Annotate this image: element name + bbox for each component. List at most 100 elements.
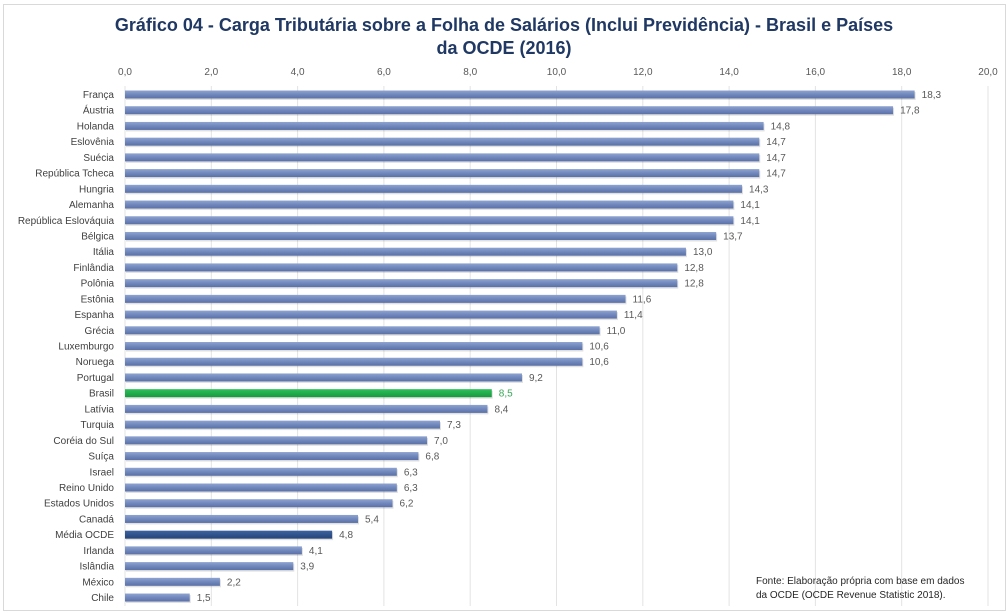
x-tick-label: 6,0 bbox=[377, 67, 391, 78]
category-label: República Tcheca bbox=[35, 169, 114, 180]
value-label: 14,1 bbox=[740, 216, 760, 227]
value-label: 4,1 bbox=[309, 546, 323, 557]
bar-média-ocde bbox=[125, 530, 333, 539]
x-tick-label: 16,0 bbox=[806, 67, 826, 78]
category-label: Eslovênia bbox=[71, 137, 115, 148]
value-label: 11,0 bbox=[607, 326, 626, 337]
value-label: 1,5 bbox=[197, 593, 211, 604]
value-label: 7,3 bbox=[447, 420, 461, 431]
category-label: Estados Unidos bbox=[44, 499, 114, 510]
category-label: Islândia bbox=[80, 562, 115, 573]
value-label: 11,6 bbox=[633, 294, 652, 305]
category-label: Espanha bbox=[75, 310, 115, 321]
bar-grécia bbox=[125, 326, 600, 335]
bar-eslovênia bbox=[125, 137, 760, 146]
value-label: 6,3 bbox=[404, 467, 418, 478]
x-axis-ticks: 0,0 2,0 4,0 6,0 8,0 10,0 12,0 14,0 16,0 18,0 20,0 bbox=[118, 67, 998, 78]
bar-latívia bbox=[125, 404, 488, 413]
value-label: 8,5 bbox=[499, 389, 513, 400]
value-label: 6,8 bbox=[425, 452, 439, 463]
category-label: Alemanha bbox=[69, 200, 114, 211]
value-label: 3,9 bbox=[300, 562, 314, 573]
bar-canadá bbox=[125, 514, 359, 523]
source-line1: Fonte: Elaboração própria com base em da… bbox=[756, 576, 965, 587]
x-tick-label: 10,0 bbox=[547, 67, 567, 78]
bar-irlanda bbox=[125, 546, 302, 555]
value-label: 10,6 bbox=[589, 357, 609, 368]
category-label: França bbox=[83, 90, 115, 101]
category-label: Bélgica bbox=[81, 231, 114, 242]
category-label: Polônia bbox=[81, 279, 115, 290]
bar-brasil bbox=[125, 389, 492, 398]
category-label: Canadá bbox=[79, 514, 114, 525]
value-label: 18,3 bbox=[922, 90, 942, 101]
category-label: Latívia bbox=[85, 404, 115, 415]
bar-noruega bbox=[125, 357, 583, 366]
source-note: Fonte: Elaboração própria com base em da… bbox=[756, 575, 964, 603]
category-label: Grécia bbox=[85, 326, 115, 337]
value-label: 7,0 bbox=[434, 436, 448, 447]
bar-áustria bbox=[125, 106, 894, 115]
value-label: 5,4 bbox=[365, 514, 379, 525]
category-label: Hungria bbox=[79, 184, 114, 195]
bar-finlândia bbox=[125, 263, 678, 272]
value-label: 13,0 bbox=[693, 247, 713, 258]
category-label: Portugal bbox=[77, 373, 114, 384]
category-label: Suécia bbox=[83, 153, 114, 164]
x-tick-label: 2,0 bbox=[204, 67, 218, 78]
category-label: Reino Unido bbox=[59, 483, 114, 494]
category-label: Áustria bbox=[83, 104, 115, 117]
category-label: Finlândia bbox=[73, 263, 114, 274]
x-tick-label: 18,0 bbox=[892, 67, 912, 78]
bar-reino-unido bbox=[125, 483, 397, 492]
value-label: 14,1 bbox=[740, 200, 760, 211]
bar-luxemburgo bbox=[125, 342, 583, 351]
x-tick-label: 0,0 bbox=[118, 67, 132, 78]
value-label: 14,3 bbox=[749, 184, 769, 195]
bars bbox=[125, 90, 916, 604]
chart-frame bbox=[3, 4, 1006, 611]
x-tick-label: 14,0 bbox=[719, 67, 739, 78]
category-label: Brasil bbox=[89, 389, 114, 400]
category-label: México bbox=[82, 577, 114, 588]
category-label: Luxemburgo bbox=[58, 342, 114, 353]
value-label: 13,7 bbox=[723, 231, 743, 242]
bar-polônia bbox=[125, 279, 678, 288]
bar-espanha bbox=[125, 310, 617, 319]
category-label: Suíça bbox=[88, 452, 114, 463]
category-label: Irlanda bbox=[83, 546, 114, 557]
bar-holanda bbox=[125, 121, 764, 130]
x-tick-label: 4,0 bbox=[291, 67, 305, 78]
category-labels: França Áustria Holanda Eslovênia Suécia Repúb… bbox=[18, 90, 115, 604]
category-label: Turquia bbox=[80, 420, 114, 431]
x-tick-label: 8,0 bbox=[463, 67, 477, 78]
value-label: 14,7 bbox=[766, 153, 786, 164]
category-label: Israel bbox=[90, 467, 114, 478]
bar-estados-unidos bbox=[125, 499, 393, 508]
value-label: 6,3 bbox=[404, 483, 418, 494]
bar-portugal bbox=[125, 373, 522, 382]
value-labels: 18,317,8 14,8 14,7 14,7 14,7 14,3 14,1 14,1 13,7… bbox=[197, 90, 942, 604]
category-label: Itália bbox=[93, 247, 115, 258]
value-label: 8,4 bbox=[494, 404, 508, 415]
chart-title-line1: Gráfico 04 - Carga Tributária sobre a Fo… bbox=[114, 15, 894, 35]
bar-chile bbox=[125, 593, 190, 602]
bar-islândia bbox=[125, 562, 294, 571]
value-label: 14,7 bbox=[766, 137, 786, 148]
bar-hungria bbox=[125, 184, 743, 193]
category-label: Noruega bbox=[76, 357, 115, 368]
value-label: 10,6 bbox=[589, 342, 609, 353]
bar-suécia bbox=[125, 153, 760, 162]
chart-title-line2: da OCDE (2016) bbox=[436, 38, 572, 58]
category-label: Estônia bbox=[81, 294, 115, 305]
bar-república-tcheca bbox=[125, 169, 760, 178]
bar-suíça bbox=[125, 452, 419, 461]
bar-israel bbox=[125, 467, 397, 476]
bar-itália bbox=[125, 247, 686, 256]
value-label: 6,2 bbox=[400, 499, 414, 510]
value-label: 14,7 bbox=[766, 169, 786, 180]
bar-bélgica bbox=[125, 231, 717, 240]
bar-alemanha bbox=[125, 200, 734, 209]
value-label: 11,4 bbox=[624, 310, 643, 321]
